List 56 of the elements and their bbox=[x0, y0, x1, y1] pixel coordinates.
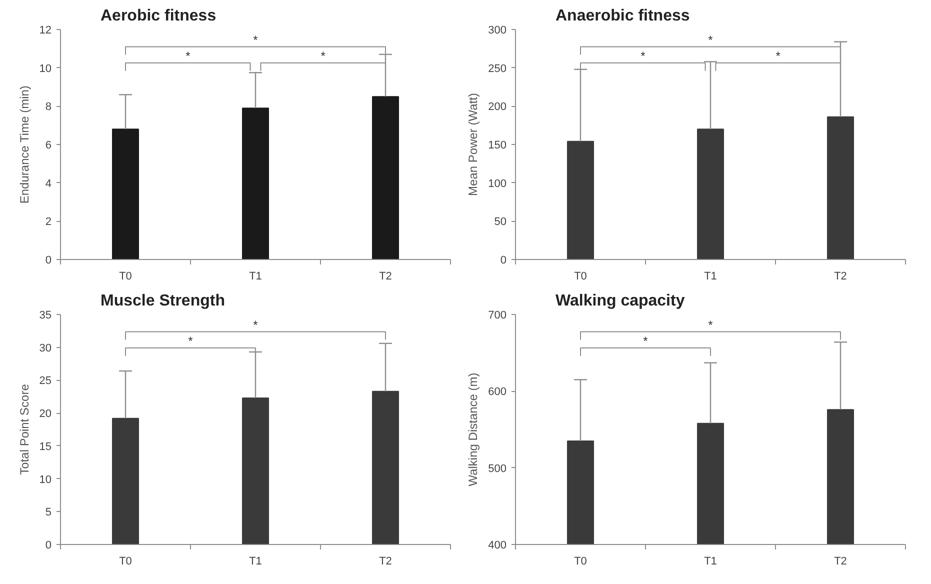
annotation: * bbox=[640, 48, 646, 63]
y-tick-label: 300 bbox=[488, 24, 507, 36]
y-tick-label: 4 bbox=[45, 178, 52, 190]
y-tick-label: 0 bbox=[45, 254, 52, 266]
y-tick-label: 500 bbox=[488, 462, 507, 475]
annotation: * bbox=[186, 48, 191, 63]
chart-title: Walking capacity bbox=[556, 292, 685, 310]
annotation: * bbox=[253, 318, 258, 332]
x-tick-label: T2 bbox=[834, 270, 847, 282]
y-tick-label: 10 bbox=[39, 474, 52, 486]
annotation: * bbox=[253, 32, 258, 47]
y-tick-label: 0 bbox=[500, 254, 507, 266]
x-tick-label: T2 bbox=[379, 270, 392, 282]
x-tick-label: T1 bbox=[249, 270, 262, 282]
y-tick-label: 5 bbox=[45, 506, 52, 519]
annotation: * bbox=[643, 334, 648, 348]
y-axis-title: Endurance Time (min) bbox=[17, 86, 32, 204]
x-tick-label: T1 bbox=[704, 270, 717, 282]
y-tick-label: 6 bbox=[45, 140, 52, 152]
y-tick-label: 12 bbox=[39, 24, 52, 36]
y-tick-label: 20 bbox=[39, 408, 52, 420]
y-axis-title: Total Point Score bbox=[17, 384, 32, 475]
x-tick-label: T1 bbox=[704, 556, 717, 568]
y-tick-label: 100 bbox=[488, 178, 507, 190]
y-tick-label: 400 bbox=[488, 540, 507, 552]
chart-title: Aerobic fitness bbox=[100, 8, 216, 24]
annotation: * bbox=[320, 48, 326, 63]
chart-title: Anaerobic fitness bbox=[556, 8, 690, 24]
x-tick-label: T2 bbox=[834, 556, 847, 568]
x-tick-label: T1 bbox=[249, 556, 262, 568]
y-tick-label: 250 bbox=[488, 62, 507, 75]
x-tick-label: T0 bbox=[574, 270, 587, 282]
y-axis-title: Walking Distance (m) bbox=[466, 372, 480, 486]
x-tick-label: T0 bbox=[574, 556, 587, 568]
y-tick-label: 10 bbox=[39, 62, 52, 75]
y-tick-label: 200 bbox=[488, 101, 507, 114]
y-tick-label: 8 bbox=[45, 101, 52, 114]
x-tick-label: T2 bbox=[379, 556, 392, 568]
y-axis-title: Mean Power (Watt) bbox=[466, 93, 480, 196]
y-tick-label: 2 bbox=[45, 216, 52, 228]
chart-title: Muscle Strength bbox=[100, 292, 225, 310]
y-tick-label: 700 bbox=[488, 310, 507, 322]
y-tick-label: 15 bbox=[39, 440, 52, 453]
y-tick-label: 50 bbox=[494, 216, 507, 228]
y-tick-label: 30 bbox=[39, 342, 52, 354]
annotation: * bbox=[708, 32, 714, 47]
x-tick-label: T0 bbox=[119, 556, 132, 568]
y-tick-label: 35 bbox=[39, 310, 52, 322]
annotation: * bbox=[708, 318, 714, 332]
annotation: * bbox=[776, 48, 781, 63]
y-tick-label: 150 bbox=[488, 140, 507, 152]
y-tick-label: 0 bbox=[45, 540, 52, 552]
y-tick-label: 25 bbox=[39, 375, 52, 388]
annotation: * bbox=[188, 334, 194, 348]
y-tick-label: 600 bbox=[488, 386, 507, 398]
x-tick-label: T0 bbox=[119, 270, 132, 282]
